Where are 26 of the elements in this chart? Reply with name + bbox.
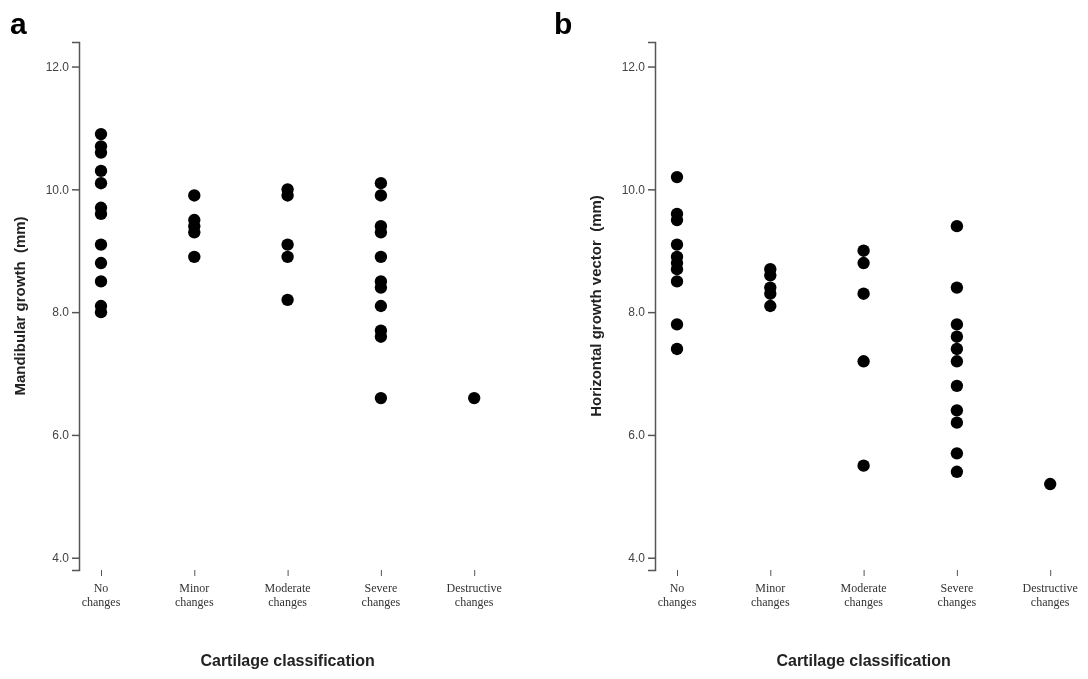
x-tick-label: Severe changes: [937, 581, 977, 609]
y-tick-label: 4.0: [628, 551, 646, 566]
x-tick-label: Minor changes: [174, 581, 214, 609]
x-tick-label: Destructive changes: [446, 581, 502, 609]
x-axis-title: Cartilage classification: [776, 652, 951, 669]
x-tick-label: Moderate changes: [264, 581, 311, 609]
y-tick-label: 8.0: [52, 305, 70, 320]
chart-title: b: [554, 7, 573, 40]
x-tick-label: No changes: [657, 581, 697, 609]
x-tick-label: Moderate changes: [840, 581, 887, 609]
y-tick-label: 12.0: [45, 59, 70, 74]
y-tick-label: 6.0: [628, 428, 646, 443]
x-tick-label: Destructive changes: [1022, 581, 1078, 609]
y-axis-title: Mandibular growth (mm): [11, 216, 28, 396]
x-tick-label: No changes: [81, 581, 121, 609]
y-tick-label: 8.0: [628, 305, 646, 320]
x-tick-label: Minor changes: [750, 581, 790, 609]
x-axis-title: Cartilage classification: [200, 652, 375, 669]
y-tick-label: 10.0: [621, 182, 646, 197]
y-axis-title: Horizontal growth vector (mm): [587, 195, 604, 417]
y-tick-label: 6.0: [52, 428, 70, 443]
y-tick-label: 10.0: [45, 182, 70, 197]
x-tick-label: Severe changes: [361, 581, 401, 609]
chart-title: a: [10, 7, 27, 40]
y-tick-label: 12.0: [621, 59, 646, 74]
y-tick-label: 4.0: [52, 551, 70, 566]
